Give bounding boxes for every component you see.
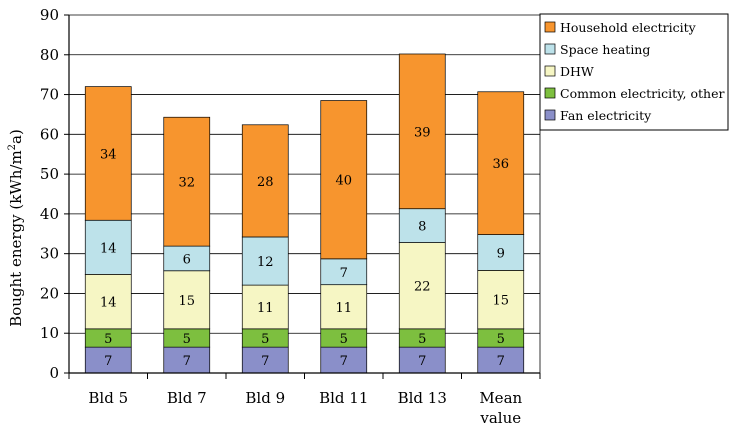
data-label: 22 xyxy=(414,280,431,295)
x-tick-label: Bld 11 xyxy=(319,389,368,407)
y-tick-label: 50 xyxy=(40,165,59,183)
legend-label: Space heating xyxy=(560,42,650,57)
y-tick-label: 20 xyxy=(40,284,59,302)
data-label: 6 xyxy=(183,252,191,267)
x-tick-label: Bld 13 xyxy=(398,389,447,407)
legend: Household electricity Space heating DHW Com… xyxy=(540,14,728,130)
data-label: 36 xyxy=(492,157,509,172)
data-label: 5 xyxy=(261,332,269,347)
y-tick-label: 90 xyxy=(40,6,59,24)
legend-label: Common electricity, other xyxy=(560,86,725,101)
x-tick-label: Mean value xyxy=(479,389,522,427)
data-label: 8 xyxy=(418,220,426,235)
legend-swatch xyxy=(545,110,555,120)
x-tick-label: Bld 9 xyxy=(245,389,285,407)
data-label: 12 xyxy=(257,255,274,270)
x-tick-labels: Bld 5 Bld 7 Bld 9 Bld 11 Bld 13 Mean value xyxy=(69,373,540,427)
legend-swatch xyxy=(545,44,555,54)
segment-labels: 7 5 14 14 34 7 5 15 6 32 7 5 11 12 28 7 5 11 7 40 7 5 22 8 39 7 5 1… xyxy=(100,125,509,369)
y-tick-label: 40 xyxy=(40,205,59,223)
gridlines xyxy=(69,15,540,333)
data-label: 34 xyxy=(100,147,117,162)
legend-label: Fan electricity xyxy=(560,108,652,123)
y-tick-label: 30 xyxy=(40,245,59,263)
data-label: 5 xyxy=(497,332,505,347)
y-tick-label: 0 xyxy=(49,364,59,382)
axes xyxy=(69,15,540,373)
legend-label: Household electricity xyxy=(560,20,697,35)
y-tick-label: 70 xyxy=(40,86,59,104)
y-tick-label: 10 xyxy=(40,324,59,342)
data-label: 5 xyxy=(183,332,191,347)
x-tick-label: Bld 7 xyxy=(167,389,207,407)
data-label: 7 xyxy=(497,354,505,369)
legend-swatch xyxy=(545,66,555,76)
data-label: 11 xyxy=(335,301,352,316)
y-tick-label: 60 xyxy=(40,125,59,143)
data-label: 39 xyxy=(414,125,431,140)
legend-swatch xyxy=(545,22,555,32)
y-tick-labels: 0 10 20 30 40 50 60 70 80 90 xyxy=(40,6,69,382)
data-label: 15 xyxy=(178,294,195,309)
data-label: 11 xyxy=(257,301,274,316)
data-label: 5 xyxy=(104,332,112,347)
data-label: 7 xyxy=(104,354,112,369)
data-label: 5 xyxy=(340,332,348,347)
data-label: 5 xyxy=(418,332,426,347)
data-label: 9 xyxy=(497,246,505,261)
data-label: 7 xyxy=(183,354,191,369)
data-label: 14 xyxy=(100,241,117,256)
data-label: 15 xyxy=(492,294,509,309)
data-label: 7 xyxy=(261,354,269,369)
data-label: 40 xyxy=(335,174,352,189)
y-axis-label: Bought energy (kWh/m2a) xyxy=(7,129,25,327)
data-label: 7 xyxy=(418,354,426,369)
data-label: 7 xyxy=(340,266,348,281)
legend-label: DHW xyxy=(560,64,594,79)
y-tick-label: 80 xyxy=(40,46,59,64)
data-label: 32 xyxy=(178,176,195,191)
legend-swatch xyxy=(545,88,555,98)
data-label: 14 xyxy=(100,296,117,311)
data-label: 28 xyxy=(257,175,274,190)
x-tick-label: Bld 5 xyxy=(88,389,128,407)
data-label: 7 xyxy=(340,354,348,369)
